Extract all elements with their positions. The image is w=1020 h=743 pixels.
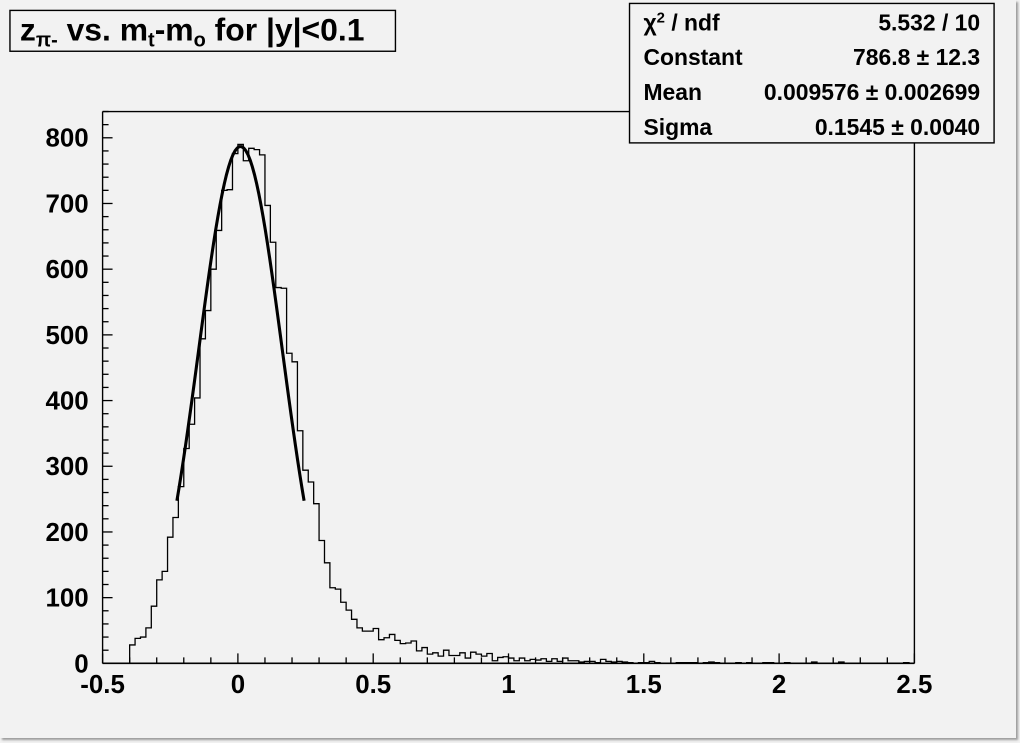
svg-text:200: 200: [45, 519, 88, 547]
svg-text:600: 600: [45, 256, 88, 284]
svg-text:1: 1: [501, 671, 515, 699]
svg-text:χ2 / ndf: χ2 / ndf: [643, 9, 720, 35]
svg-text:0: 0: [74, 650, 88, 678]
svg-text:2.5: 2.5: [896, 671, 932, 699]
svg-text:100: 100: [45, 585, 88, 613]
svg-text:Mean: Mean: [643, 79, 702, 105]
svg-text:0: 0: [231, 671, 245, 699]
svg-text:800: 800: [45, 125, 88, 153]
svg-text:0.009576 ± 0.002699: 0.009576 ± 0.002699: [764, 79, 980, 105]
svg-text:5.532 / 10: 5.532 / 10: [878, 9, 980, 35]
svg-text:0.1545 ± 0.0040: 0.1545 ± 0.0040: [815, 114, 980, 140]
svg-text:300: 300: [45, 453, 88, 481]
svg-text:500: 500: [45, 322, 88, 350]
svg-text:700: 700: [45, 190, 88, 218]
svg-text:Constant: Constant: [643, 44, 743, 70]
svg-text:Sigma: Sigma: [643, 114, 712, 140]
svg-text:2: 2: [772, 671, 786, 699]
svg-text:786.8 ± 12.3: 786.8 ± 12.3: [853, 44, 980, 70]
svg-text:400: 400: [45, 388, 88, 416]
svg-text:0.5: 0.5: [355, 671, 391, 699]
svg-text:1.5: 1.5: [626, 671, 662, 699]
svg-text:zπ- vs. mt-mo for |y|<0.1: zπ- vs. mt-mo for |y|<0.1: [20, 11, 365, 51]
